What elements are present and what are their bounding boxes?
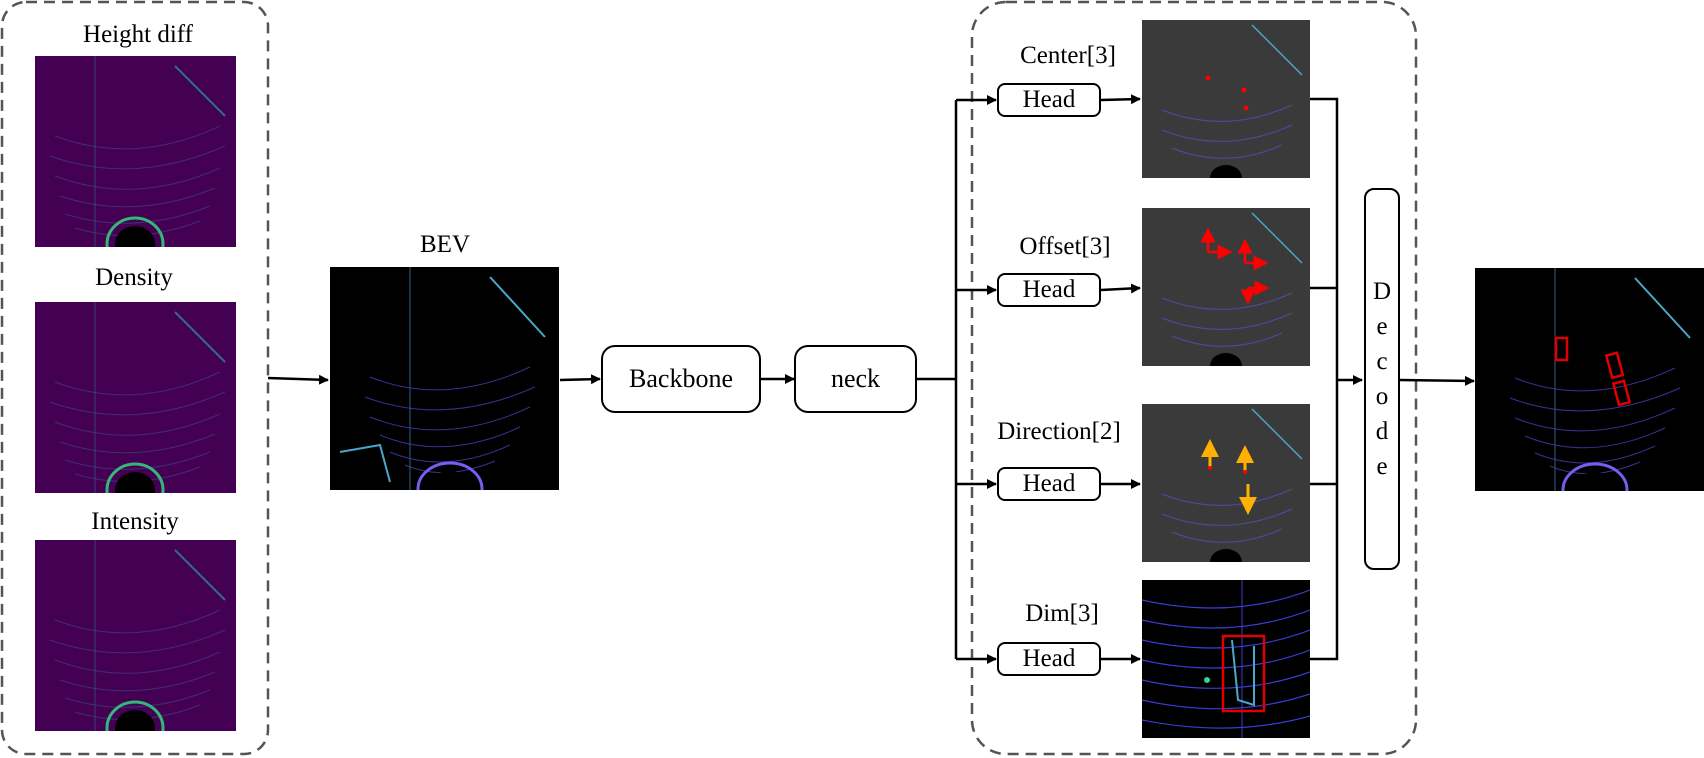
arrow-head-offset-to-map [1100,283,1141,294]
offset-head-title: Offset[3] [1019,233,1111,260]
offset-head-block: Head [997,273,1101,307]
dim-head-block: Head [997,642,1101,676]
direction-output-map [1142,404,1310,562]
decode-letter: e [1376,453,1388,480]
decode-block: D e c o d e [1364,188,1400,570]
heads-group-frame [970,0,1418,756]
decode-letter: e [1376,313,1388,340]
offset-output-map [1142,208,1310,366]
direction-head-title: Direction[2] [997,418,1121,445]
center-head-block: Head [997,83,1101,117]
detection-output-map [1475,268,1704,491]
height-diff-label: Height diff [83,21,193,48]
density-label: Density [95,264,173,291]
neck-block: neck [794,345,917,413]
backbone-block: Backbone [601,345,761,413]
decode-letter: d [1375,418,1389,445]
arrow-head-center-to-map [1100,94,1141,105]
decode-letter: D [1372,278,1392,305]
density-map [35,302,236,493]
decode-letter: c [1376,348,1388,375]
line-center-map-to-merge [1310,97,1339,661]
arrow-features-to-bev [267,374,329,385]
intensity-map [35,540,236,731]
input-group-frame [0,0,270,756]
dim-output-map [1142,580,1310,738]
arrow-bev-to-backbone [559,374,601,385]
dim-head-title: Dim[3] [1025,600,1099,627]
intensity-label: Intensity [91,508,179,535]
arrow-decode-to-output [1399,375,1475,386]
center-output-map [1142,20,1310,178]
decode-letter: o [1375,383,1389,410]
bev-label: BEV [420,231,470,258]
bev-map [330,267,559,490]
center-head-title: Center[3] [1020,42,1116,69]
direction-head-block: Head [997,467,1101,501]
height-diff-map [35,56,236,247]
